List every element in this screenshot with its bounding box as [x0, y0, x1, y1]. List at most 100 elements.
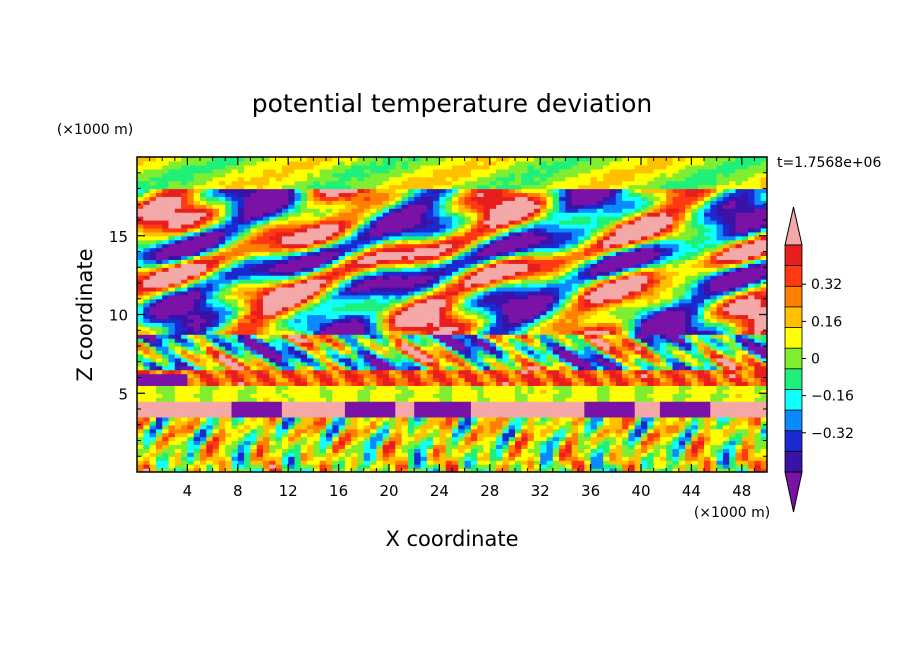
heatmap-cell: [559, 346, 566, 351]
heatmap-cell: [256, 283, 264, 288]
heatmap-cell: [275, 294, 283, 300]
heatmap-cell: [571, 393, 579, 398]
heatmap-cell: [281, 290, 289, 296]
heatmap-cell: [143, 373, 151, 379]
heatmap-cell: [615, 298, 623, 304]
heatmap-cell: [218, 389, 226, 394]
heatmap-cell: [370, 318, 377, 323]
heatmap-cell: [382, 369, 390, 375]
heatmap-cell: [294, 416, 302, 422]
heatmap-cell: [489, 326, 497, 331]
heatmap-cell: [143, 306, 151, 312]
heatmap-cell: [729, 381, 737, 386]
heatmap-cell: [477, 412, 485, 418]
heatmap-cell: [414, 286, 422, 292]
heatmap-cell: [502, 444, 510, 449]
heatmap-cell: [401, 357, 409, 363]
heatmap-cell: [326, 377, 333, 383]
heatmap-cell: [433, 464, 440, 469]
heatmap-cell: [137, 452, 144, 457]
heatmap-cell: [735, 334, 743, 339]
heatmap-cell: [496, 306, 503, 312]
heatmap-cell: [533, 428, 541, 434]
heatmap-cell: [218, 283, 226, 288]
heatmap-cell: [540, 436, 548, 442]
heatmap-cell: [470, 385, 478, 390]
heatmap-cell: [571, 298, 579, 304]
heatmap-cell: [546, 456, 554, 461]
heatmap-cell: [596, 365, 604, 371]
heatmap-cell: [716, 342, 724, 347]
heatmap-cell: [149, 286, 157, 292]
heatmap-cell: [754, 385, 762, 390]
heatmap-cell: [288, 306, 296, 312]
heatmap-cell: [357, 377, 365, 383]
heatmap-cell: [678, 310, 686, 316]
heatmap-cell: [458, 290, 466, 296]
heatmap-cell: [344, 420, 352, 426]
heatmap-cell: [716, 436, 724, 442]
heatmap-cell: [584, 369, 592, 375]
heatmap-cell: [452, 349, 459, 355]
heatmap-cell: [143, 377, 151, 383]
heatmap-cell: [237, 389, 245, 394]
heatmap-cell: [389, 286, 396, 292]
heatmap-cell: [395, 286, 403, 292]
heatmap-cell: [559, 373, 566, 379]
heatmap-cell: [420, 452, 428, 457]
heatmap-cell: [363, 389, 371, 394]
heatmap-cell: [578, 294, 585, 300]
heatmap-cell: [704, 420, 711, 426]
heatmap-cell: [389, 275, 396, 280]
heatmap-cell: [508, 326, 516, 331]
heatmap-cell: [168, 393, 176, 398]
heatmap-cell: [351, 468, 359, 472]
heatmap-cell: [370, 412, 377, 418]
heatmap-cell: [382, 416, 390, 422]
heatmap-cell: [269, 468, 277, 472]
heatmap-cell: [294, 377, 302, 383]
heatmap-cell: [748, 290, 755, 296]
heatmap-cell: [174, 275, 182, 280]
heatmap-cell: [137, 326, 144, 331]
heatmap-cell: [603, 412, 611, 418]
heatmap-cell: [565, 409, 573, 414]
heatmap-cell: [527, 416, 535, 422]
heatmap-cell: [641, 373, 648, 379]
heatmap-cell: [603, 314, 611, 320]
heatmap-cell: [527, 279, 535, 284]
heatmap-cell: [584, 401, 592, 406]
heatmap-cell: [395, 279, 403, 284]
heatmap-cell: [578, 314, 585, 320]
heatmap-cell: [231, 412, 239, 418]
heatmap-cell: [603, 432, 611, 438]
heatmap-cell: [307, 393, 314, 398]
heatmap-cell: [414, 377, 422, 383]
heatmap-cell: [685, 424, 692, 430]
heatmap-cell: [439, 416, 447, 422]
heatmap-cell: [237, 314, 245, 320]
heatmap-cell: [155, 377, 163, 383]
heatmap-cell: [351, 346, 359, 351]
heatmap-cell: [483, 346, 491, 351]
heatmap-cell: [193, 393, 201, 398]
heatmap-cell: [439, 424, 447, 430]
heatmap-cell: [590, 428, 598, 434]
heatmap-cell: [540, 298, 548, 304]
heatmap-cell: [678, 318, 686, 323]
heatmap-cell: [552, 389, 560, 394]
heatmap-cell: [760, 365, 767, 371]
heatmap-cell: [477, 381, 485, 386]
heatmap-cell: [174, 342, 182, 347]
heatmap-cell: [502, 342, 510, 347]
heatmap-cell: [414, 401, 422, 406]
heatmap-cell: [206, 412, 214, 418]
heatmap-cell: [590, 357, 598, 363]
heatmap-cell: [578, 412, 585, 418]
heatmap-cell: [565, 373, 573, 379]
heatmap-cell: [300, 369, 308, 375]
heatmap-cell: [521, 334, 529, 339]
heatmap-cell: [439, 322, 447, 327]
heatmap-cell: [288, 440, 296, 446]
heatmap-cell: [319, 286, 327, 292]
